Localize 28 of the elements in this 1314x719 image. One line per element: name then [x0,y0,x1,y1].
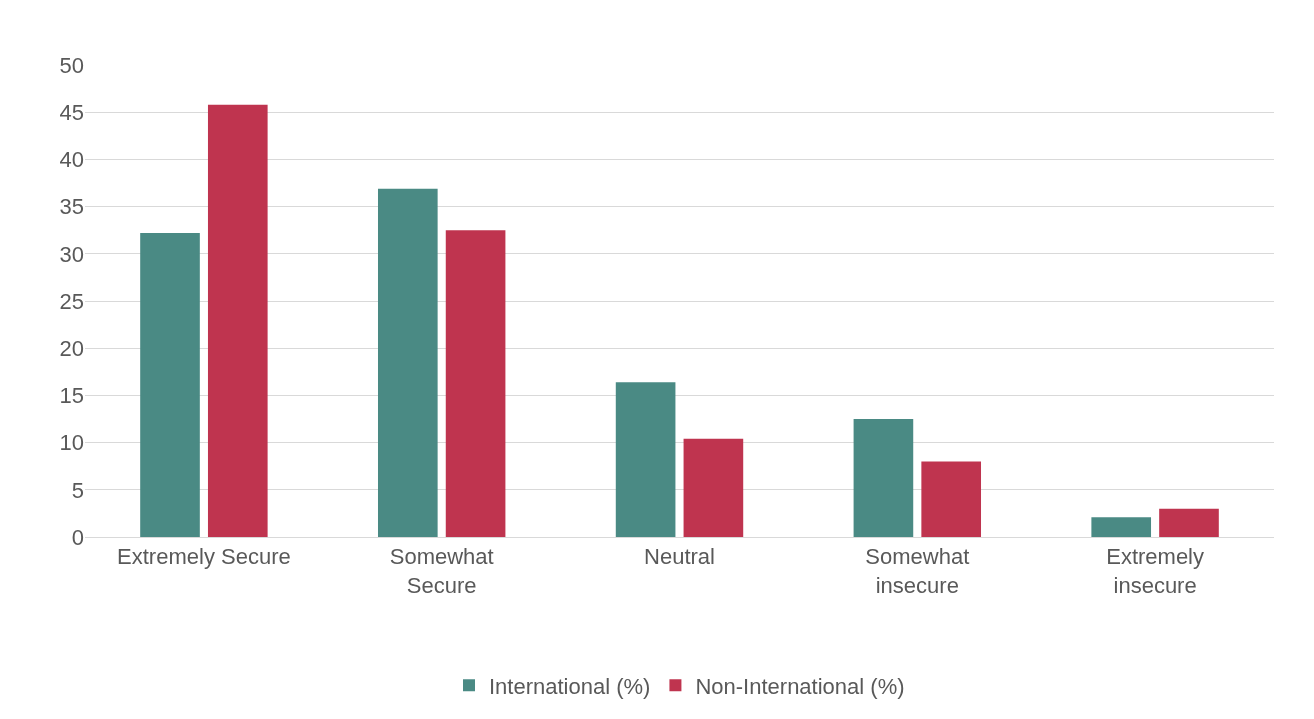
bar [207,104,268,537]
x-tick-label: Somewhat Secure [389,544,494,598]
y-tick-label: 25 [59,288,84,314]
x-tick-label: Extremely insecure [1106,544,1204,598]
bar [1091,517,1152,537]
y-tick-label: 40 [59,147,84,173]
bar [921,461,982,537]
bar [615,382,676,537]
bar [445,230,506,537]
y-tick-label: 0 [71,524,84,550]
y-tick-label: 35 [59,194,84,220]
y-tick-label: 10 [59,430,84,456]
x-tick-label: Somewhat insecure [865,544,970,598]
y-tick-label: 15 [59,383,84,409]
legend-label: Non-International (%) [695,673,905,699]
x-tick-label: Neutral [644,544,715,570]
y-tick-label: 45 [59,99,84,125]
bar [140,233,200,537]
y-tick-label: 20 [59,335,84,361]
y-tick-label: 50 [59,52,84,78]
bar [683,438,744,537]
x-tick-label: Extremely Secure [117,544,291,570]
bar [853,419,914,537]
y-tick-label: 5 [71,477,84,503]
bar [1159,508,1219,537]
bar [377,188,438,537]
y-tick-label: 30 [59,241,84,267]
legend-label: International (%) [489,673,651,699]
